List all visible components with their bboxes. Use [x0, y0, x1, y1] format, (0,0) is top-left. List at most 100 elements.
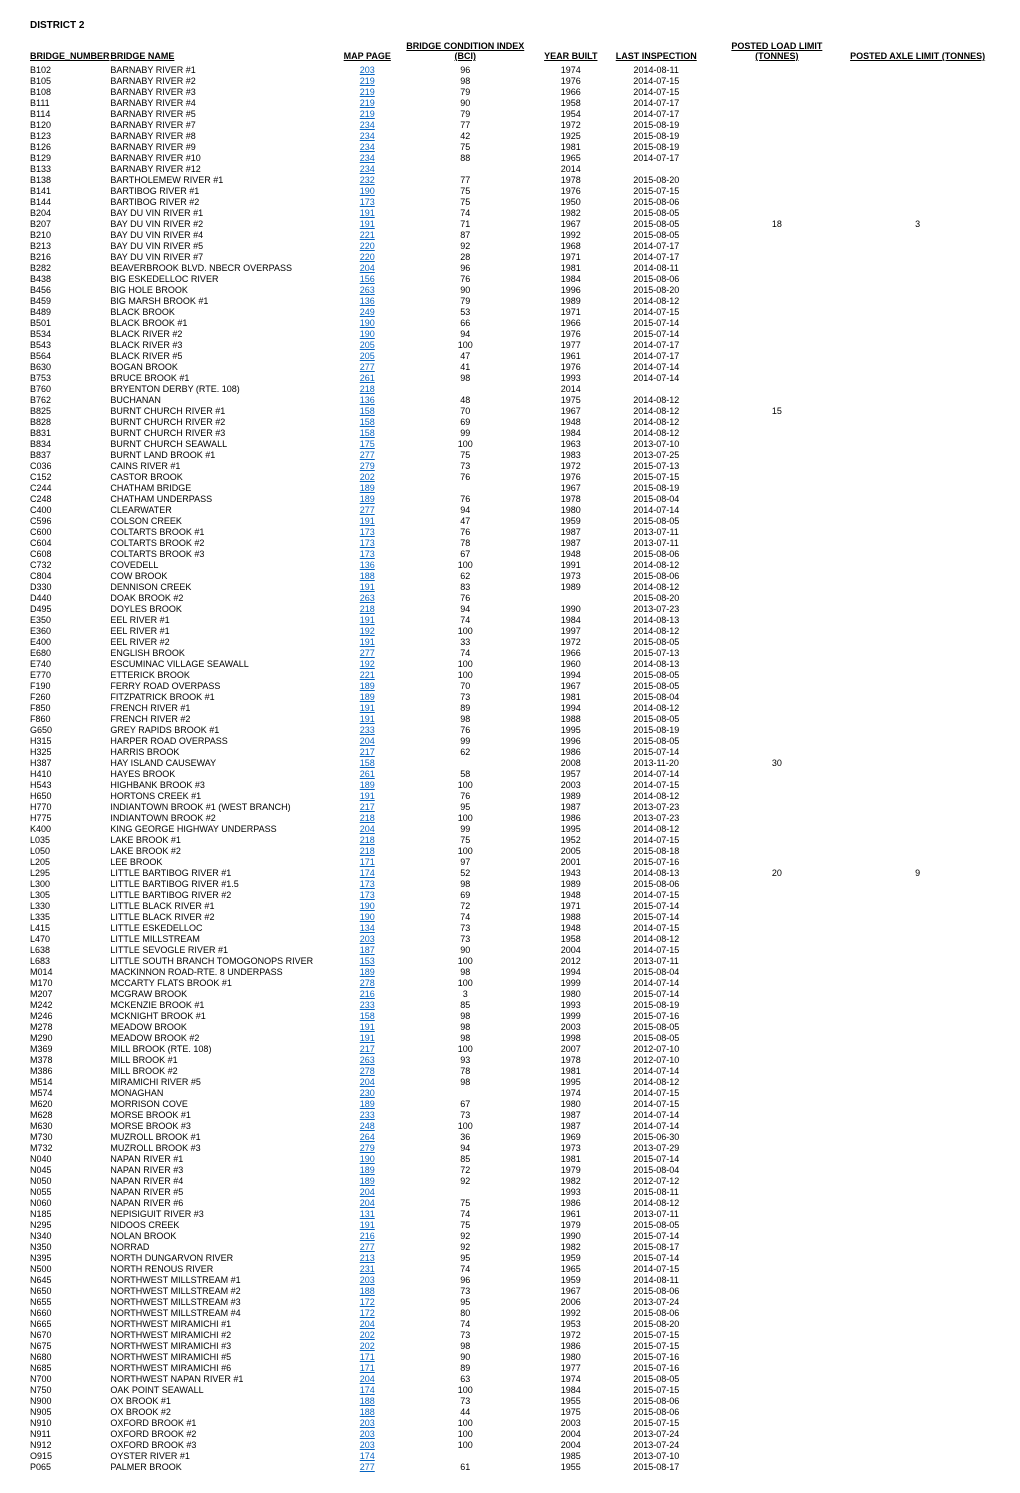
map-page-link[interactable]: 205: [342, 340, 397, 351]
map-page-link[interactable]: 203: [342, 1275, 397, 1286]
map-page-link[interactable]: 204: [342, 1319, 397, 1330]
map-page-link[interactable]: 188: [342, 1396, 397, 1407]
map-page-link[interactable]: 218: [342, 604, 397, 615]
map-page-link[interactable]: 187: [342, 945, 397, 956]
map-page-link[interactable]: 220: [342, 241, 397, 252]
map-page-link[interactable]: 278: [342, 978, 397, 989]
map-page-link[interactable]: 191: [342, 615, 397, 626]
map-page-link[interactable]: 173: [342, 549, 397, 560]
map-page-link[interactable]: 191: [342, 703, 397, 714]
map-page-link[interactable]: 173: [342, 538, 397, 549]
map-page-link[interactable]: 174: [342, 1451, 397, 1462]
map-page-link[interactable]: 218: [342, 835, 397, 846]
map-page-link[interactable]: 158: [342, 758, 397, 769]
map-page-link[interactable]: 158: [342, 417, 397, 428]
map-page-link[interactable]: 189: [342, 1165, 397, 1176]
map-page-link[interactable]: 173: [342, 879, 397, 890]
map-page-link[interactable]: 263: [342, 1055, 397, 1066]
map-page-link[interactable]: 190: [342, 901, 397, 912]
map-page-link[interactable]: 231: [342, 1264, 397, 1275]
map-page-link[interactable]: 203: [342, 1429, 397, 1440]
map-page-link[interactable]: 218: [342, 813, 397, 824]
map-page-link[interactable]: 191: [342, 1220, 397, 1231]
map-page-link[interactable]: 136: [342, 296, 397, 307]
map-page-link[interactable]: 188: [342, 571, 397, 582]
map-page-link[interactable]: 263: [342, 285, 397, 296]
map-page-link[interactable]: 234: [342, 164, 397, 175]
map-page-link[interactable]: 191: [342, 637, 397, 648]
map-page-link[interactable]: 234: [342, 131, 397, 142]
map-page-link[interactable]: 190: [342, 318, 397, 329]
map-page-link[interactable]: 191: [342, 1033, 397, 1044]
map-page-link[interactable]: 171: [342, 1363, 397, 1374]
map-page-link[interactable]: 191: [342, 714, 397, 725]
map-page-link[interactable]: 204: [342, 1374, 397, 1385]
map-page-link[interactable]: 233: [342, 725, 397, 736]
map-page-link[interactable]: 174: [342, 868, 397, 879]
map-page-link[interactable]: 134: [342, 923, 397, 934]
map-page-link[interactable]: 219: [342, 109, 397, 120]
map-page-link[interactable]: 191: [342, 219, 397, 230]
map-page-link[interactable]: 188: [342, 1407, 397, 1418]
map-page-link[interactable]: 172: [342, 1308, 397, 1319]
map-page-link[interactable]: 203: [342, 1418, 397, 1429]
map-page-link[interactable]: 219: [342, 87, 397, 98]
map-page-link[interactable]: 278: [342, 1066, 397, 1077]
map-page-link[interactable]: 175: [342, 439, 397, 450]
map-page-link[interactable]: 217: [342, 802, 397, 813]
map-page-link[interactable]: 218: [342, 384, 397, 395]
map-page-link[interactable]: 220: [342, 252, 397, 263]
map-page-link[interactable]: 171: [342, 857, 397, 868]
map-page-link[interactable]: 219: [342, 76, 397, 87]
map-page-link[interactable]: 191: [342, 1022, 397, 1033]
map-page-link[interactable]: 261: [342, 373, 397, 384]
map-page-link[interactable]: 202: [342, 1330, 397, 1341]
map-page-link[interactable]: 233: [342, 1000, 397, 1011]
map-page-link[interactable]: 188: [342, 1286, 397, 1297]
map-page-link[interactable]: 189: [342, 1099, 397, 1110]
map-page-link[interactable]: 189: [342, 780, 397, 791]
map-page-link[interactable]: 264: [342, 1132, 397, 1143]
map-page-link[interactable]: 217: [342, 747, 397, 758]
map-page-link[interactable]: 204: [342, 1198, 397, 1209]
map-page-link[interactable]: 204: [342, 824, 397, 835]
map-page-link[interactable]: 277: [342, 505, 397, 516]
map-page-link[interactable]: 189: [342, 692, 397, 703]
map-page-link[interactable]: 173: [342, 197, 397, 208]
map-page-link[interactable]: 279: [342, 461, 397, 472]
map-page-link[interactable]: 233: [342, 1110, 397, 1121]
map-page-link[interactable]: 205: [342, 351, 397, 362]
map-page-link[interactable]: 158: [342, 428, 397, 439]
map-page-link[interactable]: 277: [342, 648, 397, 659]
map-page-link[interactable]: 190: [342, 186, 397, 197]
map-page-link[interactable]: 277: [342, 1242, 397, 1253]
map-page-link[interactable]: 277: [342, 450, 397, 461]
map-page-link[interactable]: 218: [342, 846, 397, 857]
map-page-link[interactable]: 234: [342, 142, 397, 153]
map-page-link[interactable]: 204: [342, 263, 397, 274]
map-page-link[interactable]: 158: [342, 406, 397, 417]
map-page-link[interactable]: 277: [342, 1462, 397, 1473]
map-page-link[interactable]: 221: [342, 670, 397, 681]
map-page-link[interactable]: 221: [342, 230, 397, 241]
map-page-link[interactable]: 203: [342, 934, 397, 945]
map-page-link[interactable]: 189: [342, 483, 397, 494]
map-page-link[interactable]: 232: [342, 175, 397, 186]
map-page-link[interactable]: 230: [342, 1088, 397, 1099]
map-page-link[interactable]: 234: [342, 120, 397, 131]
map-page-link[interactable]: 191: [342, 516, 397, 527]
map-page-link[interactable]: 216: [342, 989, 397, 1000]
map-page-link[interactable]: 173: [342, 527, 397, 538]
map-page-link[interactable]: 190: [342, 1154, 397, 1165]
map-page-link[interactable]: 261: [342, 769, 397, 780]
map-page-link[interactable]: 249: [342, 307, 397, 318]
map-page-link[interactable]: 189: [342, 1176, 397, 1187]
map-page-link[interactable]: 191: [342, 791, 397, 802]
map-page-link[interactable]: 191: [342, 582, 397, 593]
map-page-link[interactable]: 279: [342, 1143, 397, 1154]
map-page-link[interactable]: 216: [342, 1231, 397, 1242]
map-page-link[interactable]: 213: [342, 1253, 397, 1264]
map-page-link[interactable]: 192: [342, 659, 397, 670]
map-page-link[interactable]: 277: [342, 362, 397, 373]
map-page-link[interactable]: 189: [342, 967, 397, 978]
